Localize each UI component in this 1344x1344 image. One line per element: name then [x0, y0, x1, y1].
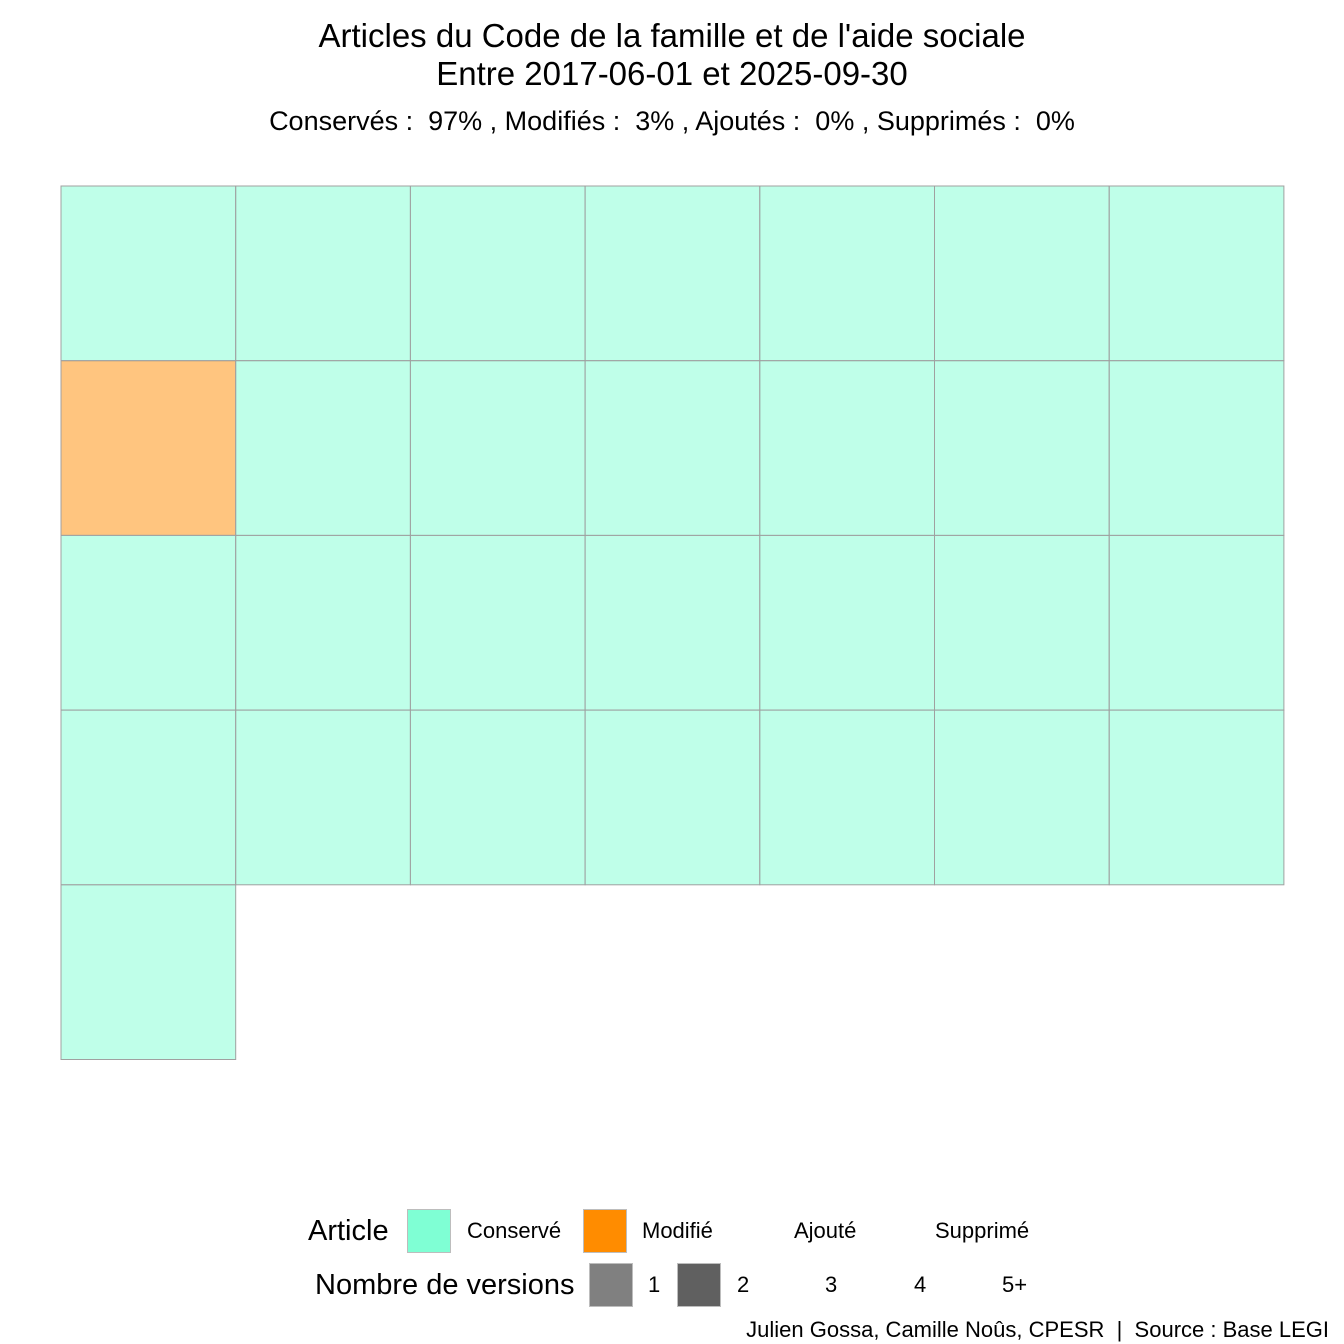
waffle-cell-conserve [1108, 709, 1285, 886]
chart-caption: Julien Gossa, Camille Noûs, CPESR | Sour… [746, 1317, 1329, 1342]
legend-versions-label-1: 2 [737, 1272, 750, 1297]
waffle-cell-conserve [409, 360, 586, 536]
waffle-cell-conserve [60, 709, 237, 886]
waffle-cell-conserve [584, 360, 761, 536]
waffle-cell-conserve [60, 534, 237, 711]
waffle-cell-conserve [934, 360, 1110, 536]
waffle-cell-conserve [409, 709, 586, 886]
waffle-cell-conserve [235, 709, 411, 886]
waffle-cell-conserve [1108, 360, 1285, 536]
waffle-cell-conserve [759, 360, 935, 536]
legend-article-key-1 [583, 1209, 627, 1253]
legend-versions-key-1 [677, 1263, 721, 1307]
legend-article: Article Conservé Modifié Ajouté Supprimé [0, 1208, 1344, 1254]
legend-article-label-2: Ajouté [794, 1218, 857, 1243]
waffle-cell-conserve [759, 185, 935, 362]
legend-versions-title: Nombre de versions [315, 1269, 575, 1301]
waffle-cell-conserve [60, 185, 237, 362]
waffle-cell-conserve [759, 709, 935, 886]
waffle-cell-conserve [934, 185, 1110, 362]
legend-article-label-3: Supprimé [935, 1218, 1030, 1243]
waffle-cells [60, 185, 1285, 1060]
waffle-cell-conserve [1108, 534, 1285, 711]
waffle-cell-conserve [584, 185, 761, 362]
legend-versions-key-0 [589, 1263, 633, 1307]
waffle-cell-conserve [409, 534, 586, 711]
waffle-cell-modifie [60, 360, 237, 536]
waffle-cell-conserve [759, 534, 935, 711]
waffle-cell-conserve [584, 709, 761, 886]
legend-article-label-1: Modifié [642, 1218, 713, 1243]
waffle-cell-conserve [235, 185, 411, 362]
chart-title: Articles du Code de la famille et de l'a… [318, 17, 1026, 54]
legend-versions-label-0: 1 [648, 1272, 661, 1297]
waffle-cell-conserve [235, 360, 411, 536]
waffle-cell-conserve [934, 534, 1110, 711]
legend-article-label-0: Conservé [467, 1218, 562, 1243]
legend-versions-label-4: 5+ [1002, 1272, 1028, 1297]
waffle-cell-conserve [235, 534, 411, 711]
waffle-cell-conserve [60, 884, 237, 1060]
waffle-cell-conserve [584, 534, 761, 711]
legend-versions-label-3: 4 [914, 1272, 927, 1297]
legend-article-key-0 [407, 1209, 451, 1253]
legend-versions: Nombre de versions 1 2 3 4 5+ [0, 1262, 1344, 1308]
waffle-cell-conserve [409, 185, 586, 362]
legend-versions-label-2: 3 [825, 1272, 838, 1297]
chart-title-date-range: Entre 2017-06-01 et 2025-09-30 [436, 55, 908, 92]
chart-subtitle: Conservés : 97% , Modifiés : 3% , Ajouté… [269, 106, 1075, 136]
legend-article-title: Article [308, 1215, 389, 1247]
waffle-cell-conserve [1108, 185, 1285, 362]
waffle-cell-conserve [934, 709, 1110, 886]
